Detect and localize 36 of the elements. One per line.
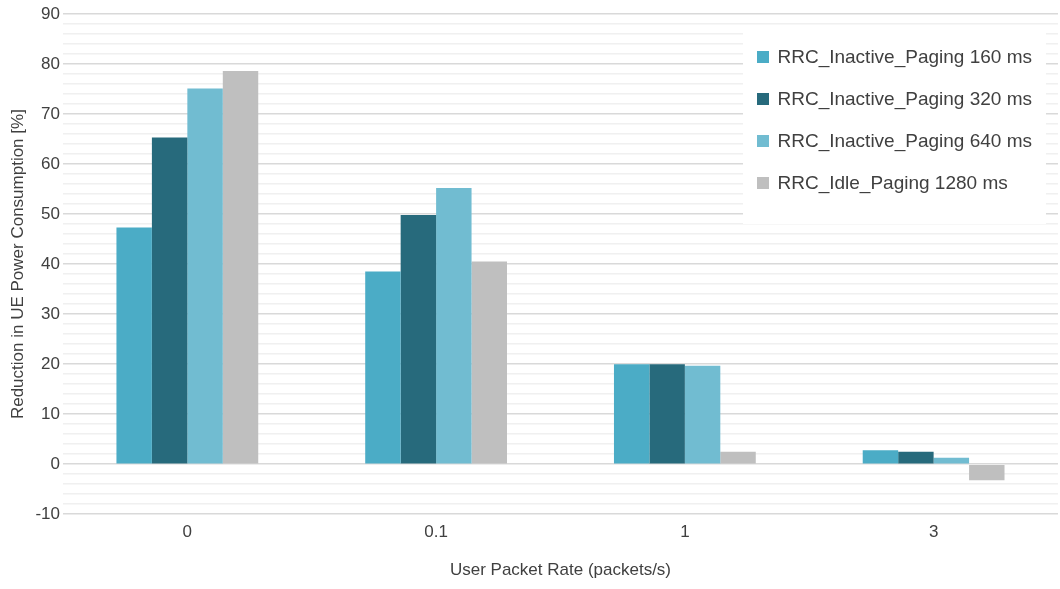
y-tick-label: 20 <box>41 353 60 373</box>
bar <box>222 71 259 464</box>
legend-label: RRC_Inactive_Paging 640 ms <box>777 130 1032 152</box>
x-axis-title: User Packet Rate (packets/s) <box>449 560 672 580</box>
y-tick-label: 10 <box>41 403 60 423</box>
bar <box>400 215 437 464</box>
bar <box>720 451 756 464</box>
y-tick-label: 0 <box>50 453 60 473</box>
x-tick-label: 0.1 <box>424 522 448 542</box>
x-tick-label: 3 <box>928 522 939 542</box>
bar <box>684 365 721 464</box>
y-tick-label: 90 <box>41 3 60 23</box>
bar <box>187 88 223 464</box>
y-tick-label: 30 <box>41 303 60 323</box>
bar <box>436 188 472 464</box>
bar <box>613 364 650 464</box>
x-tick-label: 1 <box>680 522 690 542</box>
y-axis-title: Reduction in UE Power Consumption [%] <box>7 109 27 420</box>
bar <box>862 450 899 464</box>
bar <box>649 364 685 464</box>
legend-label: RRC_Idle_Paging 1280 ms <box>777 172 1008 194</box>
bar <box>471 261 507 464</box>
bar <box>969 464 1005 481</box>
bar <box>151 137 188 464</box>
y-tick-label: -10 <box>35 503 60 523</box>
bar <box>116 227 152 464</box>
x-tick-label: 0 <box>182 522 193 542</box>
y-tick-label: 50 <box>41 203 60 223</box>
y-tick-label: 40 <box>41 253 60 273</box>
legend-label: RRC_Inactive_Paging 320 ms <box>777 88 1032 110</box>
bar <box>898 451 934 464</box>
y-tick-label: 80 <box>41 53 60 73</box>
legend-label: RRC_Inactive_Paging 160 ms <box>777 46 1032 68</box>
y-tick-label: 60 <box>41 153 60 173</box>
bar <box>365 271 401 464</box>
y-tick-label: 70 <box>41 103 60 123</box>
